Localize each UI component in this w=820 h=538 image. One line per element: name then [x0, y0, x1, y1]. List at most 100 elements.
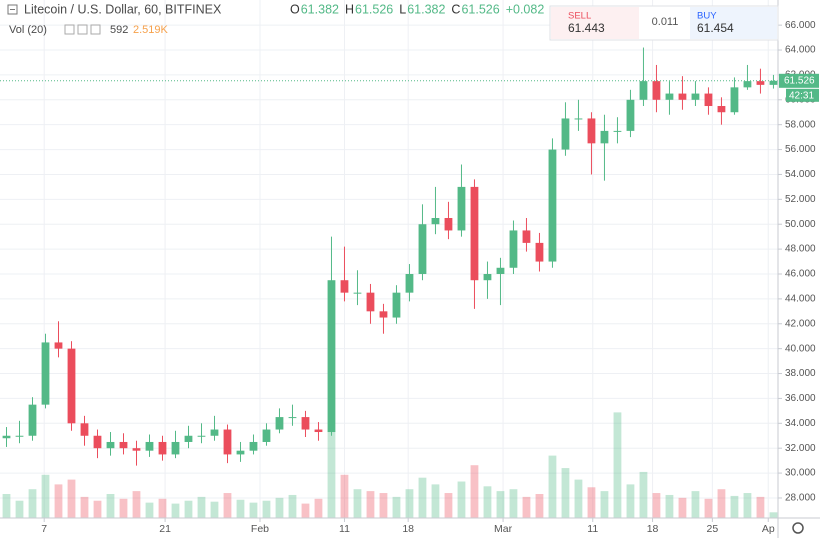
x-tick-label: 7	[41, 523, 47, 535]
sell-button[interactable]	[551, 7, 639, 39]
y-tick-label: 44.000	[785, 294, 816, 305]
volume-bar	[93, 500, 102, 518]
volume-bar	[340, 474, 349, 518]
candle-body	[392, 292, 401, 318]
volume-bar	[613, 412, 622, 518]
y-tick-label: 36.000	[785, 393, 816, 404]
candle-body	[405, 273, 414, 293]
candle-body	[691, 93, 700, 100]
last-price-label: 61.526	[784, 75, 815, 86]
x-tick-label: 18	[647, 523, 659, 535]
candle-body	[93, 435, 102, 449]
volume-bar	[678, 497, 687, 518]
candle-body	[223, 429, 232, 455]
candle-body	[275, 417, 284, 430]
volume-pane	[2, 412, 778, 518]
volume-bar	[626, 484, 635, 518]
eye-icon[interactable]	[64, 24, 75, 35]
candle-body	[301, 417, 310, 430]
candle-body	[210, 429, 219, 436]
ohlc-value: 61.526	[355, 2, 393, 16]
candle-body	[717, 106, 726, 113]
ohlc-label: C	[451, 2, 460, 16]
volume-bar	[444, 493, 453, 518]
volume-bar	[275, 497, 284, 518]
x-tick-label: Mar	[494, 523, 513, 535]
x-tick-label: 18	[402, 523, 414, 535]
candle-body	[379, 311, 388, 318]
candle-body	[470, 186, 479, 281]
candle-body	[262, 429, 271, 442]
candle-body	[132, 448, 141, 451]
y-tick-label: 48.000	[785, 244, 816, 255]
x-tick-label: Feb	[251, 523, 269, 535]
buy-label: BUY	[697, 11, 717, 22]
last-price-tag	[779, 73, 819, 88]
candle-body	[652, 81, 661, 100]
buy-button[interactable]	[690, 7, 777, 39]
candle-body	[678, 93, 687, 100]
volume-bar	[54, 484, 63, 518]
y-tick-label: 40.000	[785, 343, 816, 354]
volume-bar	[652, 493, 661, 518]
candle-body	[28, 404, 37, 436]
candle-body	[769, 80, 778, 85]
volume-bar	[431, 484, 440, 518]
volume-bar	[457, 481, 466, 518]
candle-body	[665, 93, 674, 100]
volume-bar	[730, 495, 739, 518]
candle-body	[743, 81, 752, 88]
volume-bar	[197, 496, 206, 518]
volume-bar	[327, 431, 336, 518]
candle-body	[600, 130, 609, 144]
candle-body	[496, 267, 505, 274]
candle-body	[41, 342, 50, 405]
candle-body	[444, 218, 453, 231]
sell-label: SELL	[568, 11, 591, 22]
volume-bar	[210, 501, 219, 518]
candle-body	[184, 435, 193, 442]
candle-body	[171, 441, 180, 455]
x-tick-label: 11	[587, 523, 598, 535]
trade-panel: SELL 61.443 0.011 BUY 61.454	[549, 5, 779, 41]
y-tick-label: 52.000	[785, 194, 816, 205]
volume-bar	[132, 491, 141, 518]
volume-bar	[158, 498, 167, 518]
y-tick-label: 58.000	[785, 119, 816, 130]
volume-ma: 2.519K	[133, 24, 169, 36]
remove-icon[interactable]	[90, 24, 101, 35]
candle-body	[106, 441, 115, 449]
candle-body	[67, 348, 76, 424]
volume-bar	[184, 500, 193, 518]
candle-body	[249, 441, 258, 451]
y-tick-label: 38.000	[785, 368, 816, 379]
volume-bar	[171, 503, 180, 518]
axes: 28.000 30.000 32.000 34.000 36.000 38.000 40.0…	[41, 20, 819, 535]
volume-bar	[15, 500, 24, 518]
candle-body	[418, 224, 427, 274]
y-tick-label: 42.000	[785, 318, 816, 329]
y-tick-label: 30.000	[785, 468, 816, 479]
volume-bar	[522, 496, 531, 518]
spread: 0.011	[652, 16, 679, 28]
candle-body	[704, 93, 713, 107]
settings-gear[interactable]	[792, 522, 804, 534]
candle-body	[15, 435, 24, 437]
candle-body	[54, 342, 63, 349]
candle-body	[80, 423, 89, 436]
y-tick-label: 66.000	[785, 20, 816, 31]
volume-bar	[600, 491, 609, 518]
volume-bar	[353, 489, 362, 518]
candle-body	[145, 441, 154, 451]
volume-bar	[301, 503, 310, 518]
candle-body	[730, 87, 739, 113]
volume-bar	[249, 502, 258, 518]
volume-bar	[262, 500, 271, 518]
settings-icon[interactable]	[77, 24, 88, 35]
candle-body	[366, 292, 375, 312]
x-tick-label: 21	[159, 523, 171, 535]
volume-bar	[509, 489, 518, 518]
collapse-icon[interactable]	[7, 4, 18, 15]
volume-bar	[665, 494, 674, 518]
volume-bar	[496, 491, 505, 518]
